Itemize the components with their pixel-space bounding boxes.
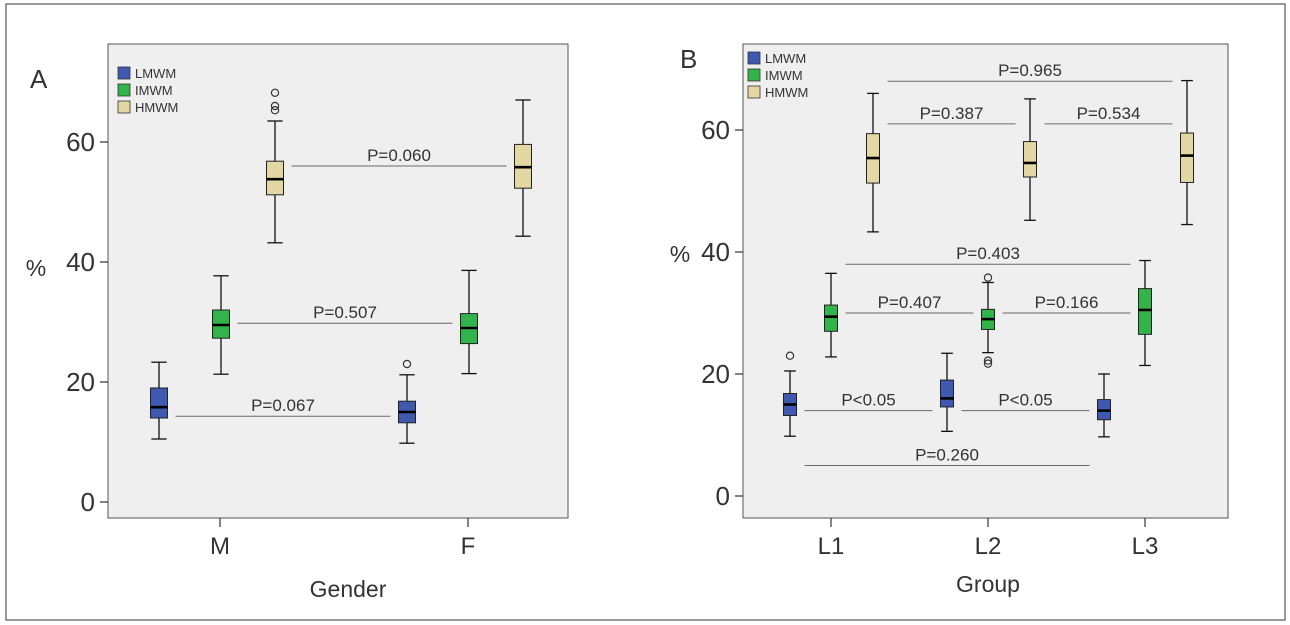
- y-axis-title: %: [670, 241, 690, 267]
- outlier-point: [983, 356, 993, 365]
- outlier-point: [785, 351, 795, 360]
- box-lmwm-f: [398, 359, 416, 444]
- outlier-point: [270, 105, 280, 115]
- x-tick-label: F: [461, 533, 476, 560]
- p-value-label: P=0.260: [915, 446, 979, 465]
- legend-swatch-lmwm: [747, 51, 761, 65]
- plot-area: [742, 43, 1229, 519]
- box-imwm-f: [460, 269, 478, 375]
- y-tick-label: 0: [716, 481, 730, 511]
- outlier-point: [983, 273, 993, 282]
- box-hmwm-l1: [866, 92, 880, 233]
- y-tick-label: 0: [81, 487, 95, 517]
- p-value-label: P=0.507: [313, 303, 377, 322]
- x-axis-title: Gender: [310, 576, 387, 602]
- panel-label: B: [680, 44, 697, 74]
- legend-swatch-lmwm: [117, 66, 131, 80]
- legend-label-hmwm: HMWM: [135, 100, 178, 115]
- p-value-label: P=0.965: [998, 61, 1062, 80]
- legend-label-hmwm: HMWM: [765, 85, 808, 100]
- box-lmwm-l3: [1097, 373, 1111, 438]
- plot-area: [107, 43, 569, 519]
- x-tick-label: L3: [1132, 533, 1159, 560]
- legend-label-lmwm: LMWM: [135, 66, 176, 81]
- panel-b: 0 20 40 60 L1 L2 L3 Group% B P=0.965 P=0.387 P=0.53…: [670, 43, 1229, 597]
- p-value-label: P<0.05: [998, 391, 1052, 410]
- outlier-point: [270, 101, 280, 111]
- box-iqr: [150, 387, 168, 419]
- box-iqr: [1023, 141, 1037, 178]
- x-tick-label: L2: [975, 533, 1002, 560]
- box-lmwm-m: [150, 361, 168, 440]
- box-lmwm-l1: [783, 351, 797, 437]
- box-imwm-l3: [1138, 259, 1152, 367]
- x-axis-title: Group: [956, 571, 1020, 597]
- outlier-point: [270, 88, 280, 98]
- box-hmwm-m: [266, 88, 284, 244]
- box-imwm-m: [212, 275, 230, 375]
- outlier-point: [983, 359, 993, 368]
- box-hmwm-f: [514, 99, 532, 237]
- outlier-point: [402, 359, 412, 369]
- box-hmwm-l2: [1023, 98, 1037, 221]
- legend-swatch-hmwm: [117, 100, 131, 114]
- p-value-label: P=0.166: [1035, 293, 1099, 312]
- p-value-label: P=0.067: [251, 396, 315, 415]
- p-value-label: P=0.534: [1077, 104, 1141, 123]
- y-tick-label: 60: [701, 115, 730, 145]
- box-imwm-l2: [981, 273, 995, 368]
- x-tick-label: M: [210, 533, 230, 560]
- y-tick-label: 20: [66, 367, 95, 397]
- box-lmwm-l2: [940, 352, 954, 432]
- box-iqr: [1180, 132, 1194, 183]
- p-value-label: P=0.387: [920, 104, 984, 123]
- legend-label-imwm: IMWM: [765, 68, 803, 83]
- y-tick-label: 60: [66, 127, 95, 157]
- p-value-label: P=0.407: [878, 293, 942, 312]
- p-value-label: P=0.403: [956, 244, 1020, 263]
- y-tick-label: 40: [701, 237, 730, 267]
- p-value-label: P<0.05: [841, 391, 895, 410]
- box-iqr: [940, 379, 954, 408]
- box-imwm-l1: [824, 272, 838, 358]
- y-tick-label: 40: [66, 247, 95, 277]
- legend-swatch-imwm: [117, 83, 131, 97]
- p-value-label: P=0.060: [367, 146, 431, 165]
- legend-label-imwm: IMWM: [135, 83, 173, 98]
- panel-a: 0 20 40 60 M F Gender% A P=0.060 P=0.507 P=0.067 LM…: [26, 43, 569, 602]
- legend-label-lmwm: LMWM: [765, 51, 806, 66]
- x-tick-label: L1: [818, 533, 845, 560]
- legend-swatch-hmwm: [747, 85, 761, 99]
- y-tick-label: 20: [701, 359, 730, 389]
- box-iqr: [824, 304, 838, 332]
- panel-label: A: [30, 64, 48, 94]
- box-iqr: [1138, 288, 1152, 335]
- legend-swatch-imwm: [747, 68, 761, 82]
- y-axis-title: %: [26, 255, 46, 281]
- box-hmwm-l3: [1180, 79, 1194, 226]
